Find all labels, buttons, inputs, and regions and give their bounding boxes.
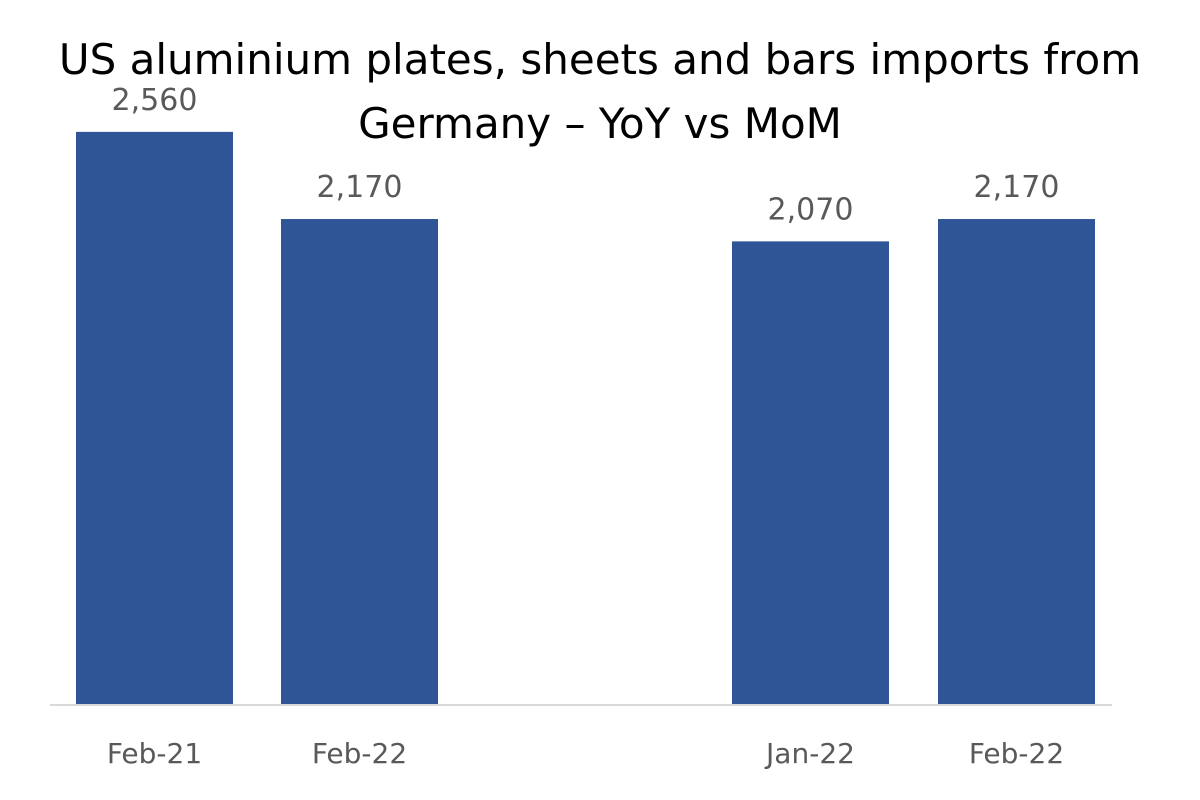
- x-tick-label-3: Jan-22: [764, 737, 855, 770]
- data-label-4: 2,170: [974, 170, 1060, 205]
- bar-1: [76, 131, 233, 704]
- data-label-2: 2,170: [317, 170, 403, 205]
- data-label-1: 2,560: [112, 83, 198, 118]
- x-tick-label-2: Feb-22: [312, 737, 407, 770]
- bar-2: [281, 219, 438, 704]
- bar-3: [732, 241, 889, 704]
- x-tick-label-4: Feb-22: [969, 737, 1064, 770]
- bar-4: [938, 219, 1095, 704]
- x-tick-label-1: Feb-21: [107, 737, 202, 770]
- data-label-3: 2,070: [768, 192, 854, 227]
- chart-title-line-1: US aluminium plates, sheets and bars imp…: [58, 35, 1142, 84]
- chart-title: US aluminium plates, sheets and bars imp…: [0, 28, 1200, 156]
- chart-title-line-2: Germany – YoY vs MoM: [358, 99, 842, 148]
